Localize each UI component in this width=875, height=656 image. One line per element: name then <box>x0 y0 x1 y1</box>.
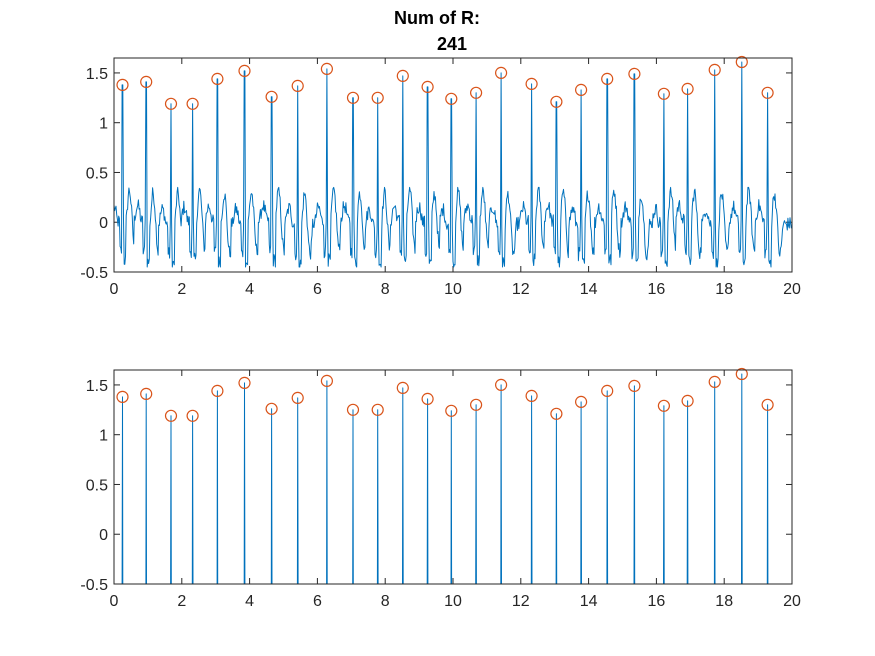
bottom-r-peak-marker <box>238 376 251 389</box>
bottom-r-peak-marker <box>470 398 483 411</box>
bottom-axes-frame <box>113 369 793 585</box>
bottom-r-peak-marker <box>735 367 748 381</box>
top-axes-frame <box>113 57 793 273</box>
top-y-tick-label: -0.5 <box>80 265 108 282</box>
bottom-x-tick-label: 8 <box>381 593 390 610</box>
bottom-x-tick-label: 4 <box>245 593 254 610</box>
top-r-peak-marker <box>735 55 748 69</box>
top-r-peak-marker <box>346 91 360 104</box>
top-x-tick-label: 12 <box>512 281 530 298</box>
top-r-peak-marker <box>525 77 538 91</box>
top-x-tick-label: 6 <box>313 281 322 298</box>
bottom-r-peak-marker <box>371 403 384 416</box>
chart-title-line-2: 241 <box>437 34 467 54</box>
bottom-x-tick-label: 18 <box>715 593 733 610</box>
top-axes: 0 2 4 6 8 10 12 14 16 18 20-0.500.511.5 <box>80 55 801 298</box>
bottom-r-peak-marker <box>445 404 458 417</box>
bottom-r-peak-marker <box>574 395 588 408</box>
top-r-peak-marker <box>211 72 224 86</box>
bottom-r-peak-marker <box>396 381 409 394</box>
bottom-r-peak-marker <box>761 398 774 411</box>
top-r-peak-marker <box>550 95 563 108</box>
bottom-r-peak-marker <box>265 402 278 415</box>
bottom-r-peak-marker <box>320 374 333 387</box>
top-x-tick-label: 4 <box>245 281 254 298</box>
bottom-r-peak-marker <box>421 392 434 405</box>
bottom-r-peak-marker <box>291 391 304 404</box>
bottom-r-peak-marker <box>525 389 538 402</box>
top-r-peak-marker <box>708 63 721 77</box>
top-r-peak-marker <box>116 78 129 92</box>
bottom-y-tick-label: 1.5 <box>86 378 108 395</box>
top-y-tick-label: 1 <box>99 116 108 133</box>
top-r-peak-marker <box>657 87 671 100</box>
top-x-tick-label: 14 <box>580 281 598 298</box>
bottom-y-tick-label: -0.5 <box>80 577 108 594</box>
top-r-peak-marker <box>470 86 483 99</box>
bottom-x-tick-label: 20 <box>783 593 801 610</box>
top-r-peak-marker <box>164 97 178 110</box>
top-y-tick-label: 1.5 <box>86 66 108 83</box>
top-y-tick-label: 0 <box>99 215 108 232</box>
bottom-x-tick-label: 16 <box>648 593 666 610</box>
bottom-r-peak-marker <box>628 379 641 392</box>
top-x-tick-label: 20 <box>783 281 801 298</box>
bottom-x-tick-label: 6 <box>313 593 322 610</box>
top-r-peak-marker <box>371 91 384 104</box>
chart-title-line-1: Num of R: <box>394 8 480 28</box>
top-x-tick-label: 18 <box>715 281 733 298</box>
bottom-r-peak-marker <box>550 407 563 420</box>
bottom-x-tick-label: 0 <box>110 593 119 610</box>
bottom-axes: 0 2 4 6 8 10 12 14 16 18 20-0.500.511.5 <box>80 367 801 610</box>
top-r-peak-marker <box>421 80 434 94</box>
top-r-peak-marker <box>445 92 458 105</box>
top-r-peak-marker <box>681 82 694 96</box>
top-r-peak-marker <box>628 67 641 81</box>
top-r-peak-marker <box>761 86 774 99</box>
top-r-peak-marker <box>291 79 304 93</box>
top-x-tick-label: 0 <box>110 281 119 298</box>
top-r-peak-marker <box>495 66 508 80</box>
top-x-tick-label: 10 <box>444 281 462 298</box>
top-r-peak-marker <box>320 62 333 76</box>
bottom-x-tick-label: 12 <box>512 593 530 610</box>
bottom-r-peak-marker <box>346 403 360 416</box>
bottom-r-peak-marker <box>116 390 129 403</box>
top-y-tick-label: 0.5 <box>86 165 108 182</box>
bottom-r-peak-marker <box>495 378 508 391</box>
top-signal-line <box>113 61 793 268</box>
top-x-tick-label: 2 <box>177 281 186 298</box>
bottom-r-peak-marker <box>657 399 671 412</box>
bottom-plot-area <box>113 369 793 585</box>
top-r-peak-marker <box>574 83 588 97</box>
bottom-r-peak-marker <box>681 394 694 407</box>
bottom-r-peak-marker <box>164 409 178 422</box>
top-x-tick-label: 8 <box>381 281 390 298</box>
top-r-peak-marker <box>186 97 199 110</box>
bottom-y-tick-label: 0.5 <box>86 477 108 494</box>
top-r-peak-marker <box>140 75 153 89</box>
bottom-x-tick-label: 14 <box>580 593 598 610</box>
bottom-y-tick-label: 1 <box>99 428 108 445</box>
top-r-peak-marker <box>396 69 409 83</box>
bottom-x-tick-label: 10 <box>444 593 462 610</box>
bottom-r-peak-marker <box>708 375 721 388</box>
top-x-tick-label: 16 <box>648 281 666 298</box>
bottom-y-tick-label: 0 <box>99 527 108 544</box>
bottom-r-peak-marker <box>211 384 224 397</box>
bottom-r-peak-marker <box>601 384 614 397</box>
top-r-peak-marker <box>265 90 278 103</box>
top-r-peak-marker <box>238 64 251 78</box>
top-r-peak-marker <box>601 72 614 86</box>
bottom-x-tick-label: 2 <box>177 593 186 610</box>
bottom-r-peak-marker <box>140 387 153 400</box>
bottom-r-peak-marker <box>186 409 199 422</box>
